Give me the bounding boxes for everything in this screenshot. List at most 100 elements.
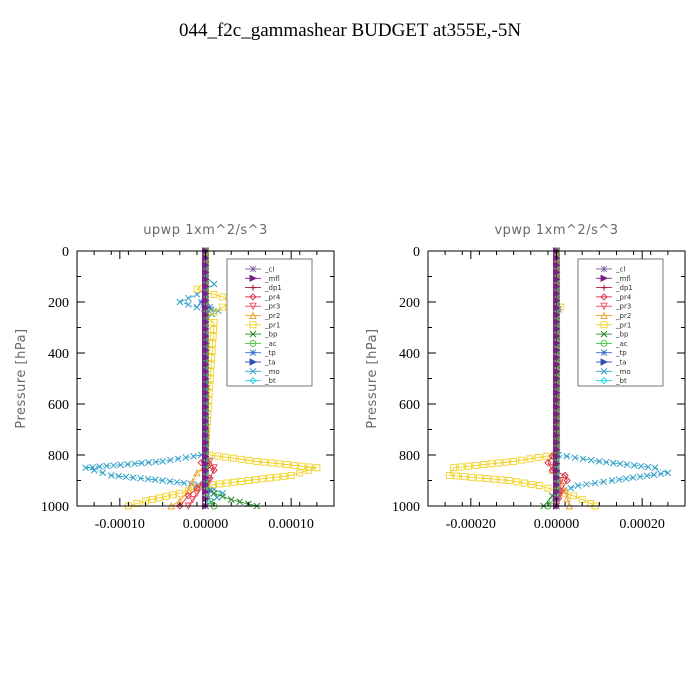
legend-label: _bt (264, 377, 276, 385)
data-point (273, 473, 281, 481)
data-point (472, 461, 480, 469)
data-point (457, 463, 465, 471)
data-point (155, 494, 163, 502)
data-point (210, 326, 218, 333)
data-point (148, 495, 156, 503)
data-point (468, 473, 476, 481)
legend-label: _tp (264, 349, 276, 357)
data-point (253, 457, 261, 465)
legend-marker (250, 284, 256, 291)
data-point (553, 346, 561, 354)
page-title: 044_f2c_gammashear BUDGET at355E,-5N (178, 20, 522, 41)
data-point (202, 268, 210, 276)
data-point (202, 452, 210, 461)
legend-label: _bt (615, 377, 627, 385)
x-tick-label: -0.00010 (95, 517, 145, 532)
data-point (483, 475, 491, 483)
data-point (544, 459, 552, 467)
data-point (219, 493, 226, 500)
legend-box (577, 258, 664, 387)
data-point (298, 462, 306, 470)
data-point (553, 388, 561, 397)
data-point (185, 294, 192, 302)
legend-marker (600, 293, 608, 301)
legend-label: _tp (615, 349, 627, 357)
data-point (151, 476, 159, 484)
data-point (229, 454, 237, 462)
legend-marker (601, 284, 607, 291)
legend-label: _pr2 (615, 312, 631, 320)
data-point (122, 473, 130, 481)
x-tick-label: 0.00020 (619, 517, 665, 532)
data-point (629, 474, 637, 481)
legend-marker (249, 330, 257, 338)
legend-marker (600, 358, 609, 366)
data-point (587, 456, 595, 464)
data-point (210, 290, 218, 298)
legend-label: _ta (615, 359, 627, 367)
data-point (498, 476, 506, 484)
data-point (202, 445, 210, 454)
data-point (188, 496, 197, 504)
data-point (103, 462, 110, 470)
data-point (180, 479, 188, 487)
data-point (223, 479, 231, 487)
data-point (90, 466, 98, 474)
data-point (553, 403, 561, 411)
legend-marker (600, 274, 609, 283)
y-tick-label: 800 (48, 449, 69, 464)
data-point (490, 475, 498, 483)
data-point (513, 478, 521, 486)
legend-marker (249, 311, 257, 319)
data-point (535, 482, 543, 490)
data-point (553, 367, 561, 376)
data-point (188, 477, 197, 486)
data-point (287, 471, 295, 479)
data-point (553, 339, 561, 347)
legend-marker (249, 367, 257, 375)
data-point (259, 475, 267, 483)
data-point (275, 460, 283, 468)
data-point (553, 473, 561, 482)
legend-label: _dp1 (615, 284, 633, 292)
data-point (518, 456, 526, 464)
data-point (553, 488, 561, 496)
data-point (219, 293, 227, 301)
data-point (595, 458, 603, 465)
legend-marker (600, 311, 608, 319)
data-point (202, 318, 210, 326)
data-point (202, 332, 210, 340)
data-point (190, 452, 197, 460)
data-point (553, 466, 561, 475)
data-point (553, 325, 561, 333)
data-point (202, 459, 210, 468)
legend-marker (249, 302, 257, 311)
data-point (567, 484, 575, 492)
data-point (202, 261, 210, 269)
legend-marker (249, 349, 257, 356)
data-point (237, 477, 245, 485)
x-tick-label: 0.00010 (268, 517, 314, 532)
data-point (520, 479, 528, 487)
legend-label: _ta (264, 359, 276, 367)
data-point (495, 459, 503, 467)
data-point (553, 275, 561, 284)
data-point (544, 484, 552, 492)
data-point (510, 457, 518, 465)
data-point (115, 472, 122, 480)
data-point (202, 339, 210, 347)
data-point (553, 296, 561, 305)
data-point (664, 469, 672, 477)
data-point (502, 458, 510, 466)
x-tick-label: 0.00000 (534, 517, 580, 532)
legend-marker (600, 349, 608, 356)
data-point (210, 318, 218, 326)
data-point (553, 452, 561, 461)
legend-marker (600, 321, 608, 329)
data-point (313, 464, 321, 472)
data-point (193, 285, 201, 293)
data-point (553, 481, 561, 489)
data-point (260, 458, 268, 466)
y-tick-label: 1000 (392, 500, 420, 515)
legend: _cl_mfl_dp1_pr4_pr3_pr2_pr1_bp_ac_tp_ta_… (577, 258, 664, 387)
